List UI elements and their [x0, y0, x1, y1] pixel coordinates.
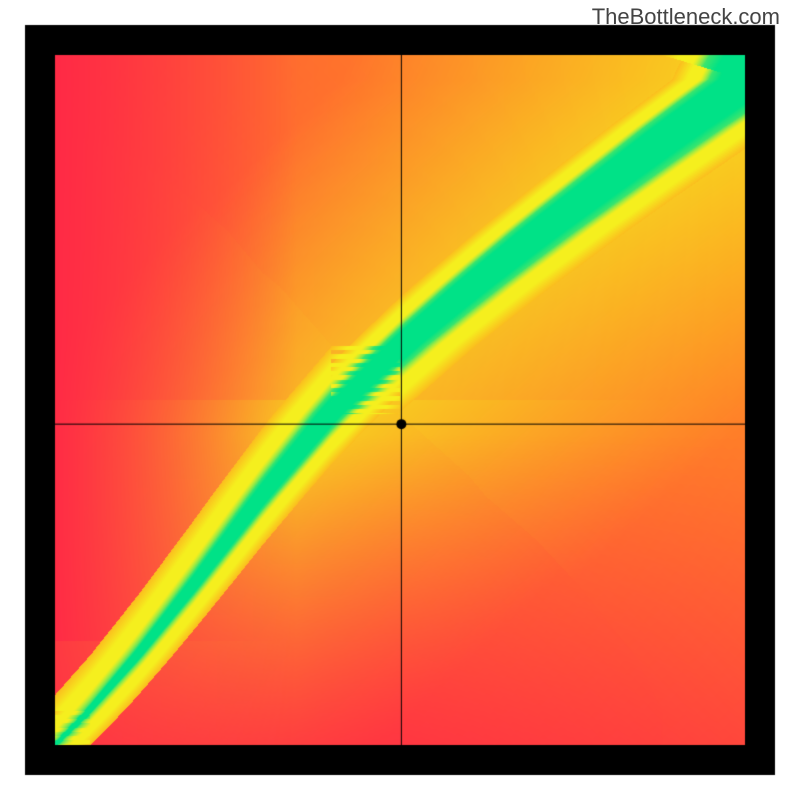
attribution-text: TheBottleneck.com [592, 4, 780, 30]
chart-container: TheBottleneck.com [0, 0, 800, 800]
heatmap-canvas [0, 0, 800, 800]
